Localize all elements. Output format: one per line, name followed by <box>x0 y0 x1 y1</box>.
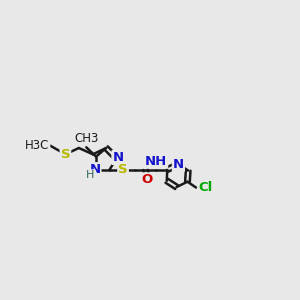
Text: H3C: H3C <box>25 139 50 152</box>
Text: S: S <box>118 163 128 176</box>
Text: Cl: Cl <box>198 181 213 194</box>
Text: CH3: CH3 <box>74 132 98 145</box>
Text: N: N <box>89 163 100 176</box>
Text: O: O <box>142 173 153 186</box>
Text: N: N <box>112 151 124 164</box>
Text: N: N <box>173 158 184 171</box>
Text: NH: NH <box>145 155 167 168</box>
Text: H: H <box>86 170 95 180</box>
Text: S: S <box>61 148 70 161</box>
